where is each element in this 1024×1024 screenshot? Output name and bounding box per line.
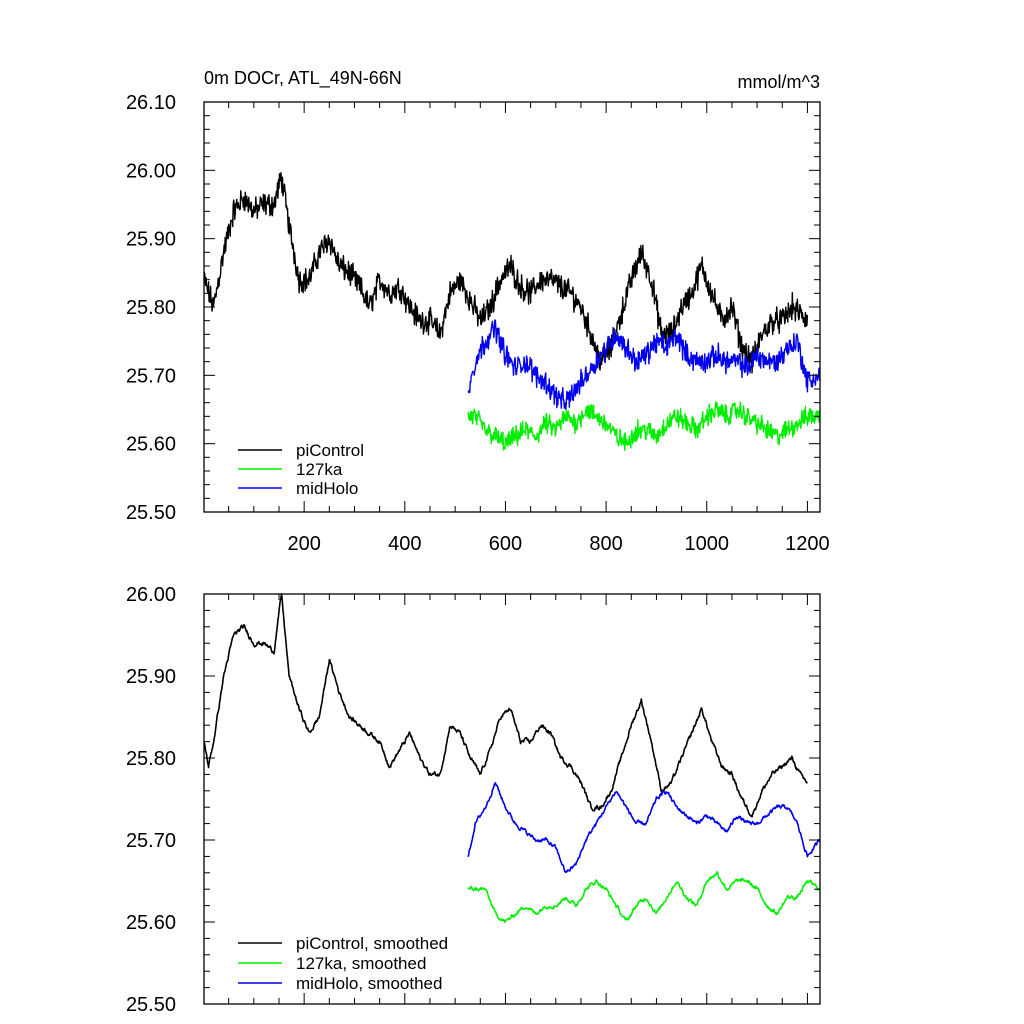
legend-label: midHolo, smoothed: [296, 974, 442, 993]
y-tick-label: 26.00: [126, 160, 176, 182]
x-tick-label: 200: [287, 533, 320, 555]
y-tick-label: 26.10: [126, 92, 176, 114]
bottom-series-group: [203, 593, 821, 923]
x-tick-label: 400: [388, 533, 421, 555]
series-line-midholo-smoothed: [467, 781, 821, 874]
series-line-127ka-smoothed: [467, 871, 821, 923]
y-tick-label: 25.80: [126, 297, 176, 319]
y-tick-label: 25.50: [126, 502, 176, 524]
legend-label: midHolo: [296, 479, 358, 498]
y-tick-label: 25.60: [126, 434, 176, 456]
series-line-picontrol: [203, 172, 809, 374]
x-tick-label: 800: [589, 533, 622, 555]
y-tick-label: 26.00: [126, 584, 176, 606]
top-ticks-group: 200 400 600 800 1000 1200 25.50 25.60 25.70 25.80…: [126, 92, 830, 555]
top-series-group: [203, 172, 821, 451]
y-tick-label: 25.50: [126, 994, 176, 1016]
legend-label: piControl: [296, 441, 364, 460]
series-line-midholo: [467, 319, 821, 410]
x-tick-label: 1200: [785, 533, 830, 555]
y-tick-label: 25.60: [126, 912, 176, 934]
bottom-panel: 25.50 25.60 25.70 25.80 25.90 26.00 piControl…: [126, 584, 821, 1016]
x-tick-label: 600: [489, 533, 522, 555]
series-line-127ka: [467, 401, 821, 451]
legend-label: piControl, smoothed: [296, 934, 448, 953]
y-tick-label: 25.90: [126, 229, 176, 251]
y-tick-label: 25.70: [126, 365, 176, 387]
units-label: mmol/m^3: [738, 72, 820, 92]
x-tick-label: 1000: [685, 533, 730, 555]
series-line-picontrol-smoothed: [203, 593, 808, 818]
legend-label: 127ka: [296, 460, 343, 479]
chart-title: 0m DOCr, ATL_49N-66N: [204, 68, 402, 89]
bottom-plot-frame: [203, 593, 821, 1005]
legend-label: 127ka, smoothed: [296, 954, 426, 973]
y-tick-label: 25.70: [126, 830, 176, 852]
y-tick-label: 25.90: [126, 666, 176, 688]
y-tick-label: 25.80: [126, 748, 176, 770]
top-panel: 0m DOCr, ATL_49N-66N mmol/m^3 200 400 600 8…: [126, 68, 830, 555]
bottom-ticks-group: 25.50 25.60 25.70 25.80 25.90 26.00: [126, 584, 820, 1016]
